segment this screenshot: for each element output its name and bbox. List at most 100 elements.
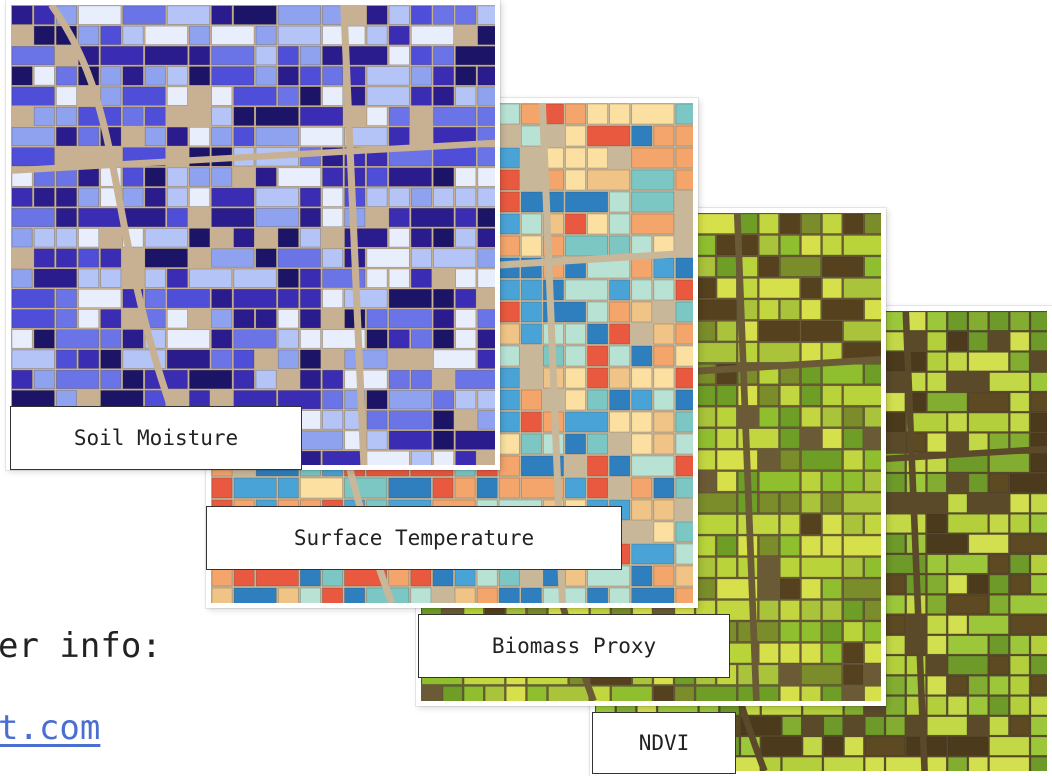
field-parcel xyxy=(233,587,277,603)
field-parcel xyxy=(520,279,542,301)
field-parcel xyxy=(166,66,188,86)
field-parcel xyxy=(255,208,299,227)
website-link[interactable]: t.com xyxy=(0,708,101,748)
field-parcel xyxy=(189,127,210,147)
field-parcel xyxy=(433,329,454,349)
field-parcel xyxy=(843,235,881,256)
field-parcel xyxy=(100,369,122,389)
field-parcel xyxy=(11,228,33,248)
field-parcel xyxy=(366,390,388,410)
field-parcel xyxy=(885,534,906,554)
field-parcel xyxy=(520,235,542,257)
field-parcel xyxy=(843,385,881,406)
field-parcel xyxy=(455,289,477,308)
field-parcel xyxy=(989,514,1009,533)
field-parcel xyxy=(759,406,779,428)
field-parcel xyxy=(801,278,821,299)
field-parcel xyxy=(477,167,495,187)
field-parcel xyxy=(455,228,477,248)
field-parcel xyxy=(822,621,842,642)
field-parcel xyxy=(675,521,693,543)
field-parcel xyxy=(631,257,653,279)
field-parcel xyxy=(498,103,520,125)
field-parcel xyxy=(864,299,881,320)
field-parcel xyxy=(611,686,653,701)
field-parcel xyxy=(716,578,758,599)
field-parcel xyxy=(388,289,432,308)
field-parcel xyxy=(33,248,55,268)
field-parcel xyxy=(927,756,947,771)
field-parcel xyxy=(675,345,693,367)
field-parcel xyxy=(631,389,653,411)
field-parcel xyxy=(520,477,564,499)
field-parcel xyxy=(477,268,495,288)
field-parcel xyxy=(1030,514,1047,533)
field-parcel xyxy=(587,213,608,235)
field-parcel xyxy=(947,331,968,351)
field-parcel xyxy=(344,289,388,308)
field-parcel xyxy=(631,147,675,169)
field-parcel xyxy=(78,349,100,369)
field-parcel xyxy=(388,167,432,187)
field-parcel xyxy=(675,565,693,587)
field-parcel xyxy=(947,756,968,771)
field-parcel xyxy=(477,329,495,349)
field-parcel xyxy=(801,299,821,320)
field-parcel xyxy=(388,46,410,66)
field-parcel xyxy=(885,595,906,614)
field-parcel xyxy=(885,331,906,351)
field-parcel xyxy=(801,621,821,642)
field-parcel xyxy=(411,25,454,45)
field-parcel xyxy=(277,86,299,106)
field-parcel xyxy=(864,716,885,736)
field-parcel xyxy=(11,5,33,25)
field-parcel xyxy=(255,66,277,86)
field-parcel xyxy=(885,716,906,736)
field-parcel xyxy=(78,248,100,268)
field-parcel xyxy=(211,187,255,207)
field-parcel xyxy=(498,213,520,235)
field-parcel xyxy=(366,66,410,86)
field-parcel xyxy=(11,329,33,349)
field-parcel xyxy=(843,278,881,299)
field-parcel xyxy=(1009,675,1030,695)
field-parcel xyxy=(885,615,906,635)
field-parcel xyxy=(433,228,454,248)
field-parcel xyxy=(366,248,410,268)
field-parcel xyxy=(189,46,210,66)
field-parcel xyxy=(211,106,233,126)
field-parcel xyxy=(695,492,737,513)
field-parcel xyxy=(56,66,77,86)
field-parcel xyxy=(675,169,693,191)
field-parcel xyxy=(100,86,122,106)
field-parcel xyxy=(33,66,55,86)
field-parcel xyxy=(587,147,608,169)
field-parcel xyxy=(1030,311,1047,331)
field-parcel xyxy=(344,369,388,389)
field-parcel xyxy=(433,86,454,106)
field-parcel xyxy=(1030,635,1047,655)
field-parcel xyxy=(277,268,299,288)
field-parcel xyxy=(78,187,100,207)
field-parcel xyxy=(388,268,410,288)
field-parcel xyxy=(968,534,1009,554)
field-parcel xyxy=(322,410,344,430)
field-parcel xyxy=(782,756,823,771)
field-parcel xyxy=(455,450,477,465)
field-parcel xyxy=(1009,635,1030,655)
field-parcel xyxy=(476,587,498,603)
field-parcel xyxy=(968,433,988,453)
field-parcel xyxy=(716,321,737,342)
field-parcel xyxy=(366,450,410,465)
field-parcel xyxy=(822,514,842,535)
field-parcel xyxy=(122,66,144,86)
field-parcel xyxy=(498,279,520,301)
field-parcel xyxy=(822,471,842,492)
field-parcel xyxy=(122,329,144,349)
field-parcel xyxy=(366,329,388,349)
field-parcel xyxy=(78,25,100,45)
field-parcel xyxy=(695,514,737,535)
field-parcel xyxy=(520,213,542,235)
field-parcel xyxy=(822,213,842,234)
field-parcel xyxy=(565,411,608,433)
